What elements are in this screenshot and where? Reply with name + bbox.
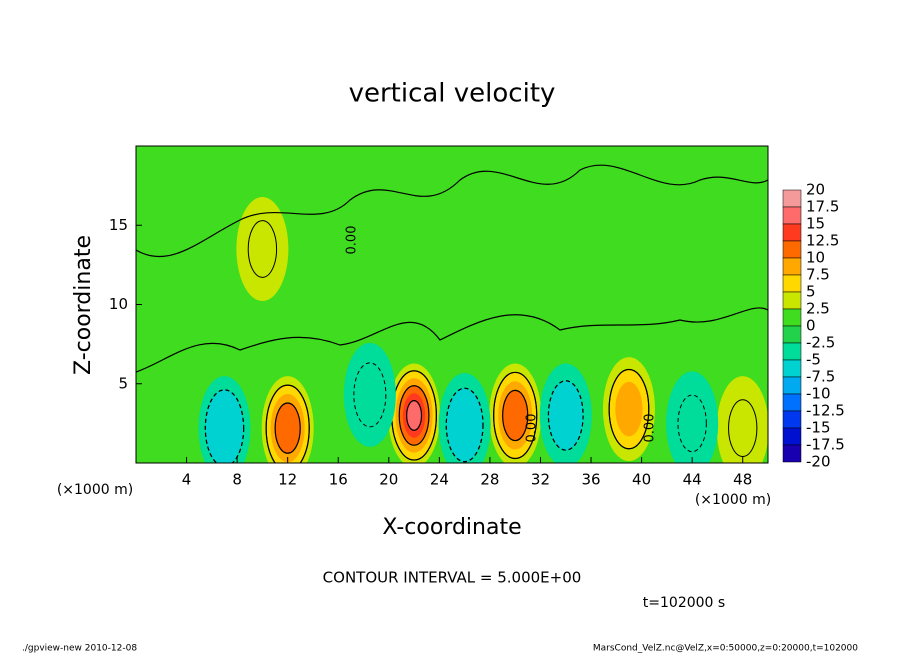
x-tick-label: 48 [733, 471, 752, 489]
contour-line [274, 402, 301, 454]
colorbar-cell [782, 257, 802, 276]
level-area [205, 389, 244, 463]
colorbar-label: 15 [806, 215, 825, 233]
x-tick-label: 28 [480, 471, 499, 489]
x-tick-label: 8 [232, 471, 242, 489]
contour-line [493, 371, 538, 460]
contour-label: 0.00 [525, 414, 540, 443]
x-tick-label: 20 [379, 471, 398, 489]
colorbar-label: 10 [806, 249, 825, 267]
colorbar-cell [782, 206, 802, 225]
colorbar-label: -7.5 [806, 368, 835, 386]
x-unit-left: (×1000 m) [57, 482, 133, 498]
x-tick-label: 36 [581, 471, 600, 489]
colorbar-cell [782, 376, 802, 395]
level-area [666, 371, 719, 463]
colorbar-label: 2.5 [806, 300, 830, 318]
zero-contour [136, 164, 768, 373]
level-area [275, 403, 301, 454]
colorbar-label: -10 [806, 385, 831, 403]
colorbar-cell [782, 359, 802, 378]
x-tick-label: 4 [182, 471, 192, 489]
colorbar-label: -15 [806, 419, 831, 437]
level-area [343, 342, 396, 447]
contour-line [547, 380, 584, 451]
y-axis-label: Z-coordinate [71, 235, 96, 375]
colorbar-label: -2.5 [806, 334, 835, 352]
x-tick-label: 24 [430, 471, 449, 489]
contour-label: 0.00 [345, 226, 360, 255]
x-tick-label: 40 [632, 471, 651, 489]
colorbar-label: 5 [806, 283, 816, 301]
colorbar-label: 17.5 [806, 198, 839, 216]
contour-interval: CONTOUR INTERVAL = 5.000E+00 [323, 569, 582, 587]
colorbar-cell [782, 189, 802, 208]
contour-label: 0.00 [643, 414, 658, 443]
x-tick-label: 44 [683, 471, 702, 489]
colorbar-cell [782, 308, 802, 327]
colorbar-cell [782, 325, 802, 344]
colorbar-cell [782, 444, 802, 463]
contour-line [608, 368, 650, 450]
colorbar-cell [782, 427, 802, 446]
y-tick-label: 10 [109, 295, 128, 313]
time-label: t=102000 s [643, 595, 725, 611]
contour-line [247, 220, 278, 278]
level-area [502, 390, 528, 441]
colorbar-cell [782, 410, 802, 429]
x-axis-label: X-coordinate [382, 515, 521, 540]
chart-title: vertical velocity [349, 79, 556, 109]
colorbar-label: 7.5 [806, 266, 830, 284]
contour-line [265, 384, 310, 463]
colorbar-cell [782, 393, 802, 412]
level-area [236, 197, 289, 302]
level-area [615, 381, 643, 437]
x-tick-label: 32 [531, 471, 550, 489]
contour-line [677, 394, 707, 453]
contour-line [502, 389, 529, 442]
contour-line [728, 399, 758, 457]
field [198, 197, 768, 463]
contour-line [353, 362, 387, 428]
x-unit-right: (×1000 m) [695, 492, 771, 508]
footer-left: ./gpview-new 2010-12-08 [22, 644, 137, 654]
colorbar-cell [782, 240, 802, 259]
level-area [446, 388, 483, 462]
colorbar-label: -20 [806, 453, 831, 471]
colorbar-label: 20 [806, 181, 825, 199]
level-area [406, 400, 422, 431]
colorbar-cell [782, 223, 802, 242]
contour-line [204, 389, 245, 463]
footer-right: MarsCond_VelZ.nc@VelZ,x=0:50000,z=0:2000… [593, 644, 858, 654]
level-area [548, 380, 584, 451]
x-tick-label: 16 [329, 471, 348, 489]
y-tick-label: 15 [109, 216, 128, 234]
colorbar-cell [782, 291, 802, 310]
colorbar-label: -5 [806, 351, 821, 369]
contour-line [445, 387, 484, 463]
contour-line [398, 385, 430, 446]
x-tick-label: 12 [278, 471, 297, 489]
contour-line [406, 399, 423, 431]
y-tick-label: 5 [118, 374, 128, 392]
colorbar-cell [782, 274, 802, 293]
colorbar-label: -17.5 [806, 436, 845, 454]
colorbar-label: -12.5 [806, 402, 845, 420]
colorbar-label: 12.5 [806, 232, 839, 250]
colorbar-cell [782, 342, 802, 361]
level-area [716, 376, 768, 463]
colorbar-label: 0 [806, 317, 816, 335]
